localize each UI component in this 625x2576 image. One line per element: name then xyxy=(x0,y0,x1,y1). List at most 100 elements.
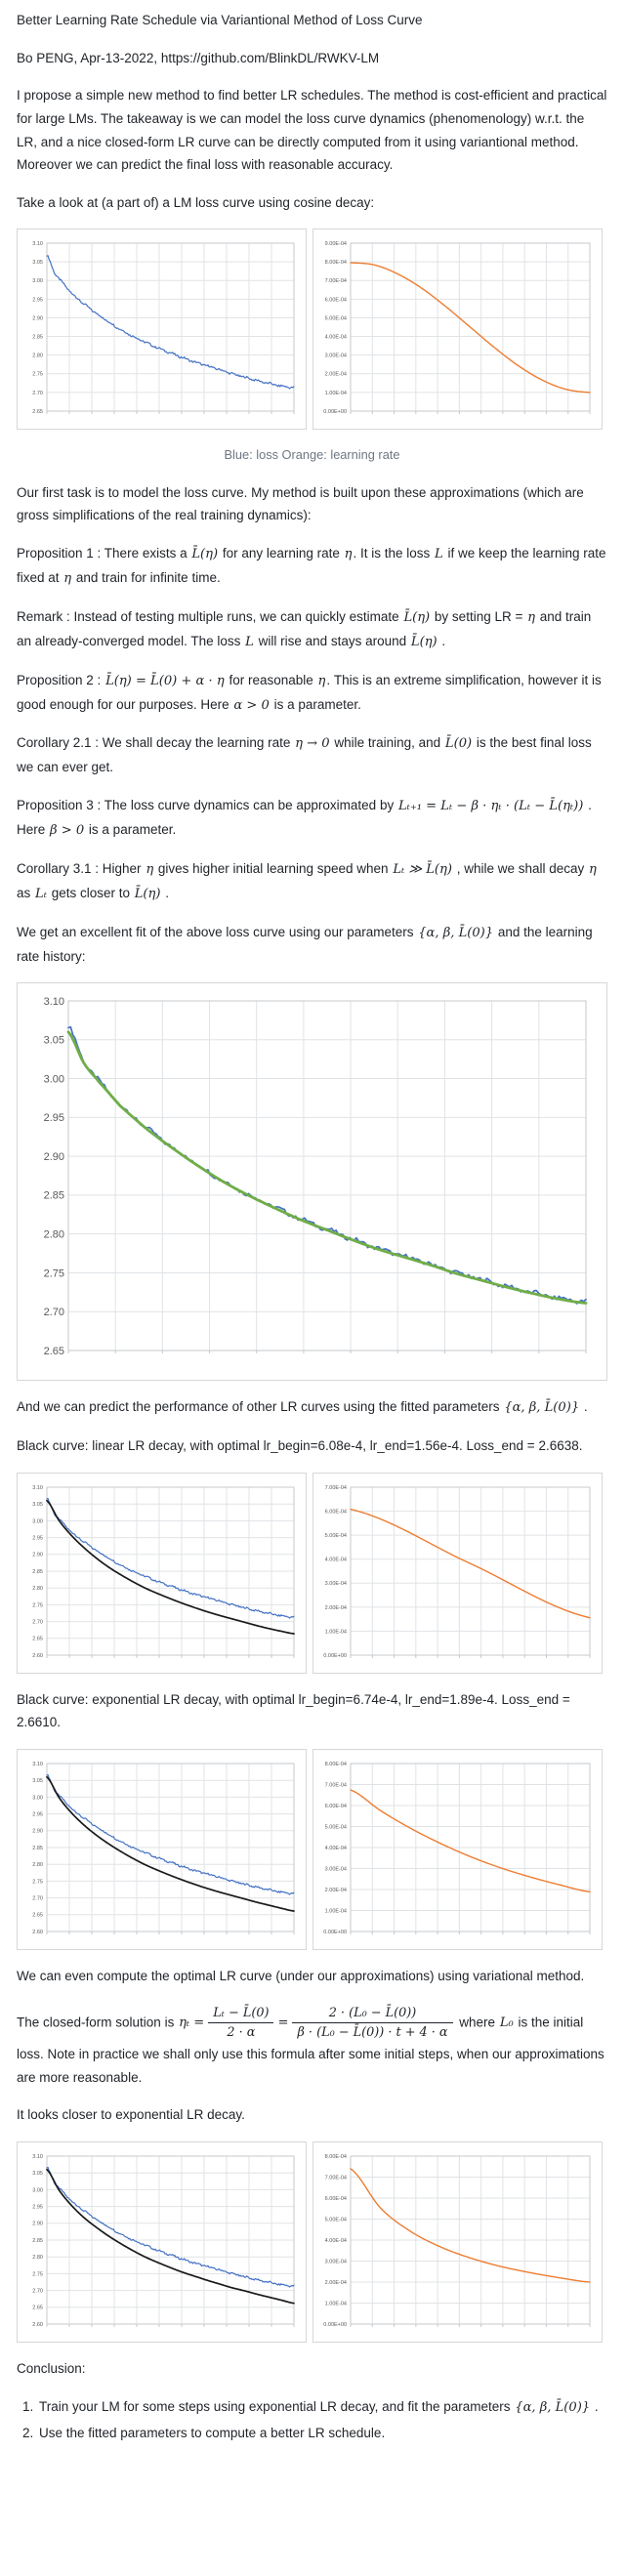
svg-text:6.00E-04: 6.00E-04 xyxy=(325,1509,347,1515)
paragraph-take-a-look: Take a look at (a part of) a LM loss cur… xyxy=(17,194,375,210)
svg-text:0.00E+00: 0.00E+00 xyxy=(323,2322,347,2328)
conclusion-list: Train your LM for some steps using expon… xyxy=(17,2395,607,2445)
svg-text:2.80: 2.80 xyxy=(32,1586,43,1592)
loss-optimal-chart: 3.10 3.05 3.00 2.95 2.90 2.85 2.80 2.75 2.70 2.65… xyxy=(32,2154,295,2328)
svg-text:3.00E-04: 3.00E-04 xyxy=(325,1866,347,1872)
inline-math: η xyxy=(589,861,597,877)
paragraph-compute-optimal: We can even compute the optimal LR curve… xyxy=(17,1968,585,1983)
inline-math: β > 0 xyxy=(50,822,85,838)
svg-text:2.80: 2.80 xyxy=(32,353,43,359)
paragraph-intro: I propose a simple new method to find be… xyxy=(17,88,607,173)
svg-text:3.05: 3.05 xyxy=(32,1778,43,1784)
paragraph-looks-closer: It looks closer to exponential LR decay. xyxy=(17,2107,245,2123)
svg-text:0.00E+00: 0.00E+00 xyxy=(323,1653,347,1659)
svg-text:5.00E-04: 5.00E-04 xyxy=(325,2217,347,2223)
lr-exp-chart: 8.00E-04 7.00E-04 6.00E-04 5.00E-04 4.00E-04… xyxy=(323,1762,591,1935)
svg-text:1.00E-04: 1.00E-04 xyxy=(325,1908,347,1914)
chart-box-loss-fit: 3.10 3.05 3.00 2.95 2.90 2.85 2.80 2.75 2.70 2.65 xyxy=(17,982,607,1382)
svg-text:2.95: 2.95 xyxy=(32,1811,43,1817)
svg-text:2.75: 2.75 xyxy=(44,1267,64,1279)
paragraph-corollary-3-1: Corollary 3.1 : Higher η gives higher in… xyxy=(17,860,597,901)
svg-text:2.85: 2.85 xyxy=(32,335,43,341)
loss-linear-chart: 3.10 3.05 3.00 2.95 2.90 2.85 2.80 2.75 2.70 2.65… xyxy=(32,1485,295,1659)
chart-box-loss-optimal: 3.10 3.05 3.00 2.95 2.90 2.85 2.80 2.75 2.70 2.65… xyxy=(17,2141,307,2344)
paragraph-predict: And we can predict the performance of ot… xyxy=(17,1399,588,1416)
svg-text:8.00E-04: 8.00E-04 xyxy=(325,1762,347,1767)
loss-exp-chart: 3.10 3.05 3.00 2.95 2.90 2.85 2.80 2.75 2.70 2.65… xyxy=(32,1762,295,1935)
svg-text:2.70: 2.70 xyxy=(44,1307,64,1318)
inline-math: L̄(0) xyxy=(444,736,473,752)
lr-cosine-chart: 9.00E-04 8.00E-04 7.00E-04 6.00E-04 5.00E-04… xyxy=(323,241,591,415)
inline-math: ηₜ = xyxy=(179,2015,205,2030)
svg-text:2.75: 2.75 xyxy=(32,372,43,378)
svg-text:2.95: 2.95 xyxy=(32,2205,43,2211)
svg-text:2.95: 2.95 xyxy=(32,298,43,304)
svg-text:2.60: 2.60 xyxy=(32,1653,43,1659)
paragraph-closed-form: The closed-form solution is ηₜ = Lₜ − L̄(… xyxy=(17,2005,604,2085)
paragraph-black-exp: Black curve: exponential LR decay, with … xyxy=(17,1691,570,1730)
svg-text:9.00E-04: 9.00E-04 xyxy=(325,241,347,247)
svg-text:2.85: 2.85 xyxy=(44,1190,64,1202)
svg-text:8.00E-04: 8.00E-04 xyxy=(325,260,347,266)
inline-math: α > 0 xyxy=(233,697,270,713)
chart-box-loss-exp: 3.10 3.05 3.00 2.95 2.90 2.85 2.80 2.75 2.70 2.65… xyxy=(17,1748,307,1950)
loss-fit-chart: 3.10 3.05 3.00 2.95 2.90 2.85 2.80 2.75 2.70 2.65 xyxy=(44,996,588,1357)
paragraph-first-task: Our first task is to model the loss curv… xyxy=(17,484,584,523)
inline-math: η xyxy=(527,609,535,625)
svg-text:2.70: 2.70 xyxy=(32,1619,43,1625)
page-title: Better Learning Rate Schedule via Varian… xyxy=(17,13,423,27)
chart-box-loss-linear: 3.10 3.05 3.00 2.95 2.90 2.85 2.80 2.75 2.70 2.65… xyxy=(17,1472,307,1674)
svg-text:2.75: 2.75 xyxy=(32,2271,43,2277)
svg-text:2.85: 2.85 xyxy=(32,2238,43,2244)
svg-text:5.00E-04: 5.00E-04 xyxy=(325,1824,347,1830)
svg-text:2.80: 2.80 xyxy=(44,1229,64,1241)
inline-math: = xyxy=(277,2015,289,2030)
paragraph-conclusion-heading: Conclusion: xyxy=(17,2361,86,2377)
paragraph-remark: Remark : Instead of testing multiple run… xyxy=(17,608,592,649)
inline-math: η xyxy=(344,547,353,562)
svg-text:2.80: 2.80 xyxy=(32,2255,43,2261)
svg-text:2.85: 2.85 xyxy=(32,1846,43,1851)
inline-math: η xyxy=(317,673,326,688)
repo-link[interactable]: https://github.com/BlinkDL/RWKV-LM xyxy=(160,50,380,65)
inline-math: Lₜ xyxy=(35,886,47,901)
svg-text:2.00E-04: 2.00E-04 xyxy=(325,1604,347,1610)
svg-text:3.05: 3.05 xyxy=(32,2171,43,2177)
figure-cosine-run: 3.10 3.05 3.00 2.95 2.90 2.85 2.80 2.75 2.70 2.65… xyxy=(17,229,607,431)
svg-text:7.00E-04: 7.00E-04 xyxy=(325,1485,347,1491)
svg-text:2.65: 2.65 xyxy=(32,1636,43,1641)
svg-text:3.10: 3.10 xyxy=(44,996,64,1008)
svg-text:2.90: 2.90 xyxy=(32,1552,43,1558)
figure-caption: Blue: loss Orange: learning rate xyxy=(224,447,400,463)
chart-box-lr-linear: 7.00E-04 6.00E-04 5.00E-04 4.00E-04 3.00E-04… xyxy=(312,1472,603,1674)
inline-math: {α, β, L̄(0)} xyxy=(418,925,494,940)
svg-text:3.00E-04: 3.00E-04 xyxy=(325,1581,347,1587)
svg-text:2.75: 2.75 xyxy=(32,1602,43,1608)
figure-optimal-decay: 3.10 3.05 3.00 2.95 2.90 2.85 2.80 2.75 2.70 2.65… xyxy=(17,2141,607,2344)
byline: Bo PENG, Apr-13-2022, https://github.com… xyxy=(17,47,607,70)
svg-text:2.75: 2.75 xyxy=(32,1879,43,1885)
svg-text:2.00E-04: 2.00E-04 xyxy=(325,1888,347,1893)
figure-exp-decay: 3.10 3.05 3.00 2.95 2.90 2.85 2.80 2.75 2.70 2.65… xyxy=(17,1748,607,1950)
svg-text:3.05: 3.05 xyxy=(32,260,43,266)
svg-text:2.70: 2.70 xyxy=(32,391,43,396)
paragraph-proposition-3: Proposition 3 : The loss curve dynamics … xyxy=(17,797,592,838)
svg-text:2.65: 2.65 xyxy=(32,1913,43,1919)
inline-math: η xyxy=(146,861,154,877)
list-item: Use the fitted parameters to compute a b… xyxy=(37,2422,607,2445)
svg-text:4.00E-04: 4.00E-04 xyxy=(325,2238,347,2244)
inline-math: Lₜ ≫ L̄(η) xyxy=(393,861,452,877)
figure-loss-fit: 3.10 3.05 3.00 2.95 2.90 2.85 2.80 2.75 2.70 2.65 xyxy=(17,982,607,1382)
svg-text:2.90: 2.90 xyxy=(32,316,43,322)
svg-text:2.00E-04: 2.00E-04 xyxy=(325,2280,347,2286)
svg-text:2.90: 2.90 xyxy=(44,1151,64,1163)
svg-text:3.05: 3.05 xyxy=(32,1502,43,1508)
svg-text:2.90: 2.90 xyxy=(32,1829,43,1835)
svg-text:2.85: 2.85 xyxy=(32,1569,43,1575)
inline-math: L₀ xyxy=(499,2015,514,2030)
inline-math: L̄(η) xyxy=(410,634,438,649)
svg-text:3.00: 3.00 xyxy=(32,279,43,285)
svg-text:1.00E-04: 1.00E-04 xyxy=(325,391,347,396)
svg-text:3.05: 3.05 xyxy=(44,1035,64,1047)
chart-box-lr-optimal: 8.00E-04 7.00E-04 6.00E-04 5.00E-04 4.00E-04… xyxy=(312,2141,603,2344)
